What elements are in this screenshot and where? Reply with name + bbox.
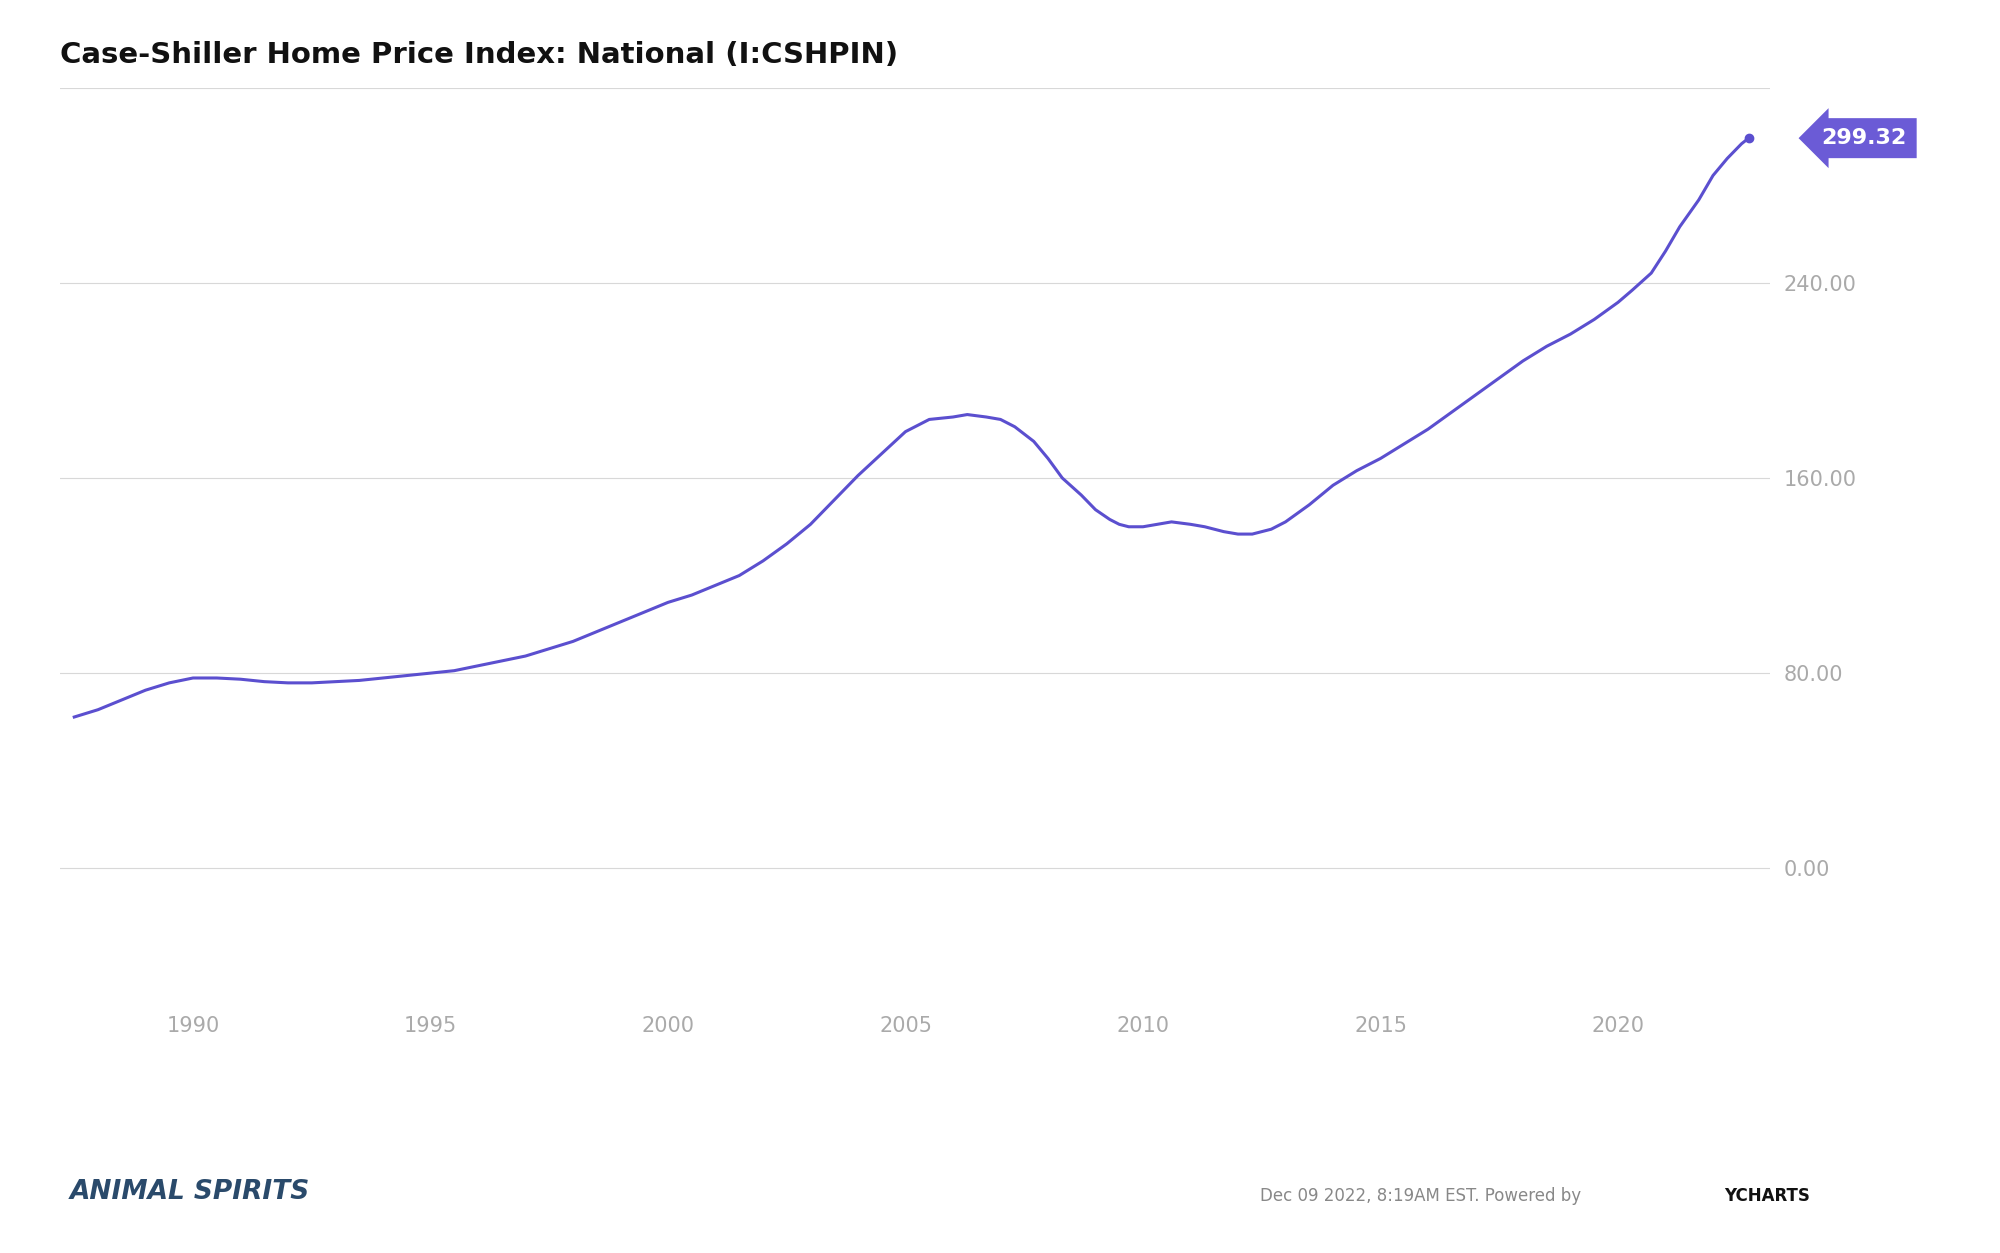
Text: Case-Shiller Home Price Index: National (I:CSHPIN): Case-Shiller Home Price Index: National … [60, 40, 898, 69]
Text: YCHARTS: YCHARTS [1724, 1188, 1810, 1205]
Text: Dec 09 2022, 8:19AM EST. Powered by: Dec 09 2022, 8:19AM EST. Powered by [1260, 1188, 1586, 1205]
Text: 299.32: 299.32 [1822, 128, 1906, 148]
Text: ANIMAL SPIRITS: ANIMAL SPIRITS [70, 1179, 310, 1205]
